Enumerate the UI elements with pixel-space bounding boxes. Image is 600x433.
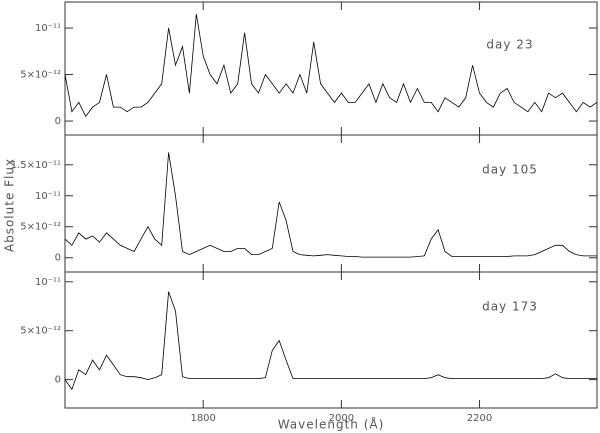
spectrum-line bbox=[64, 14, 598, 118]
y-tick-label: 10⁻¹¹ bbox=[35, 191, 61, 202]
annotation: day 173 bbox=[482, 300, 538, 314]
spectrum-line bbox=[64, 152, 597, 258]
panel-frame bbox=[64, 271, 598, 409]
y-tick-label: 5×10⁻¹² bbox=[20, 222, 61, 233]
panel-frame bbox=[64, 1, 598, 136]
x-tick-label: 2200 bbox=[467, 413, 492, 424]
y-axis-label: Absolute Flux bbox=[3, 158, 17, 252]
y-tick-label: 10⁻¹¹ bbox=[35, 277, 61, 288]
y-tick-label: 0 bbox=[55, 375, 61, 386]
x-tick-label: 2000 bbox=[329, 413, 354, 424]
spectrum-line bbox=[64, 291, 597, 391]
x-axis-label: Wavelength (Å) bbox=[278, 417, 385, 432]
annotation: day 23 bbox=[486, 38, 533, 52]
annotation: day 105 bbox=[482, 163, 538, 177]
y-tick-label: 5×10⁻¹² bbox=[20, 326, 61, 337]
y-tick-label: 1.5×10⁻¹¹ bbox=[11, 160, 61, 171]
y-tick-label: 0 bbox=[55, 253, 61, 264]
y-tick-label: 5×10⁻¹² bbox=[20, 70, 61, 81]
x-tick-label: 1800 bbox=[190, 413, 215, 424]
panel-frame bbox=[64, 134, 598, 273]
y-tick-label: 10⁻¹¹ bbox=[35, 23, 61, 34]
y-tick-label: 0 bbox=[55, 116, 61, 127]
